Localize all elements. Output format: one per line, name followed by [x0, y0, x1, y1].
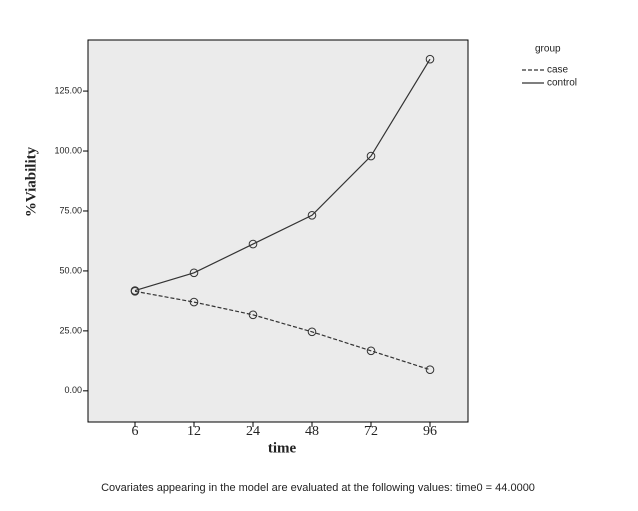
x-tick-label: 72	[364, 424, 378, 439]
legend-label: control	[547, 78, 577, 89]
y-tick-label: 125.00	[54, 85, 82, 95]
y-axis-title: %Viability	[23, 146, 39, 217]
y-tick-label: 100.00	[54, 145, 82, 155]
x-tick-label: 48	[305, 424, 319, 439]
series-line	[134, 290, 431, 371]
point-marker	[425, 365, 435, 375]
point-marker	[189, 268, 199, 278]
x-tick-label: 24	[246, 424, 260, 439]
footnote: Covariates appearing in the model are ev…	[101, 482, 535, 494]
legend-title: group	[535, 44, 561, 55]
plot-area	[87, 39, 469, 423]
point-marker	[130, 286, 140, 295]
point-marker	[189, 297, 199, 307]
x-tick-label: 96	[423, 424, 437, 439]
x-axis-title: time	[268, 440, 297, 456]
y-tick-label: 50.00	[59, 265, 82, 275]
point-marker	[366, 346, 376, 356]
point-marker	[425, 54, 435, 64]
y-tick-label: 25.00	[59, 325, 82, 335]
y-tick-label: 75.00	[59, 205, 82, 215]
point-marker	[307, 210, 317, 220]
point-marker	[248, 239, 258, 249]
y-tick-label: 0.00	[64, 385, 82, 395]
legend-label: case	[547, 65, 569, 76]
x-tick-label: 6	[132, 424, 139, 439]
x-tick-label: 12	[187, 424, 201, 439]
point-marker	[248, 310, 258, 320]
point-marker	[307, 327, 317, 337]
series-line	[134, 58, 431, 292]
point-marker	[366, 151, 376, 161]
